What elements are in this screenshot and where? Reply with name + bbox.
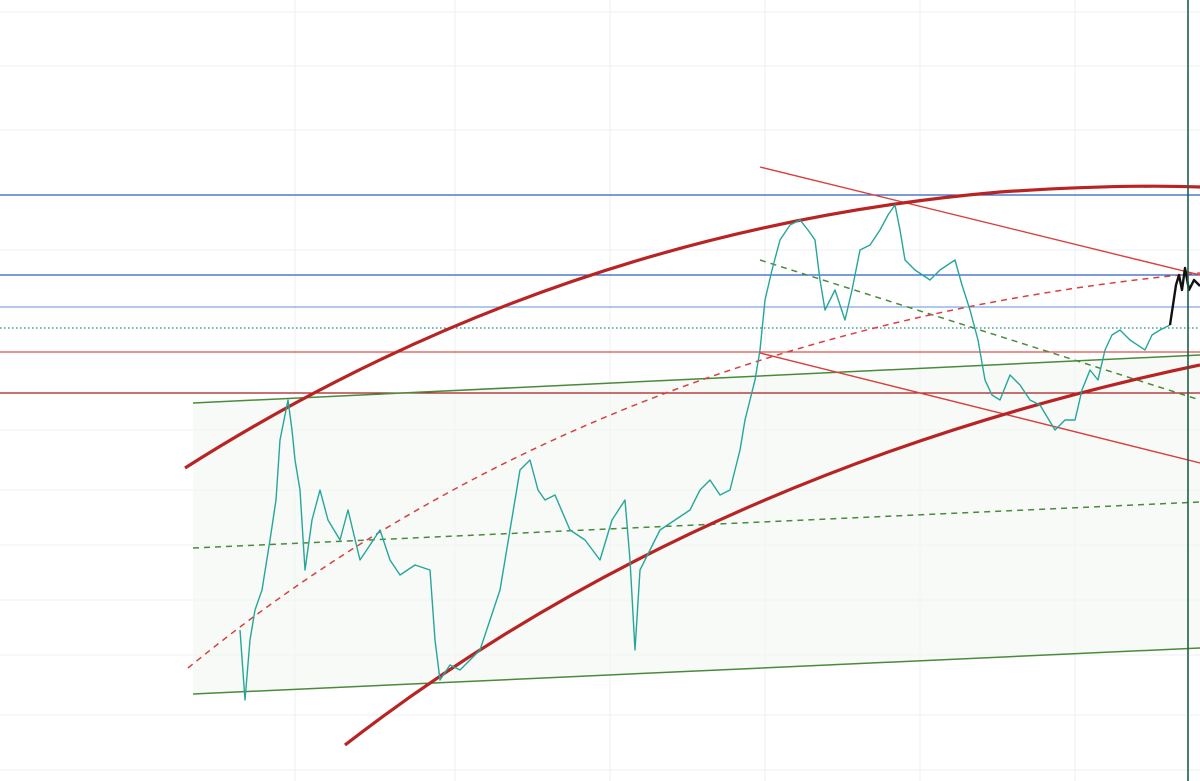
channel-bottom bbox=[192, 647, 1200, 695]
trend-red bbox=[759, 352, 1200, 464]
arc-lower bbox=[344, 363, 1200, 747]
arc-upper bbox=[184, 184, 1200, 470]
horizontal-levels bbox=[0, 194, 1200, 394]
channel-mid bbox=[192, 501, 1200, 549]
price-sketch bbox=[1168, 266, 1200, 326]
channel-fill bbox=[193, 355, 1200, 694]
arc-dashed bbox=[187, 272, 1200, 669]
trend-red bbox=[759, 166, 1200, 276]
channel-top bbox=[192, 354, 1200, 404]
trend-lines bbox=[184, 166, 1200, 747]
price-series bbox=[239, 204, 1171, 701]
